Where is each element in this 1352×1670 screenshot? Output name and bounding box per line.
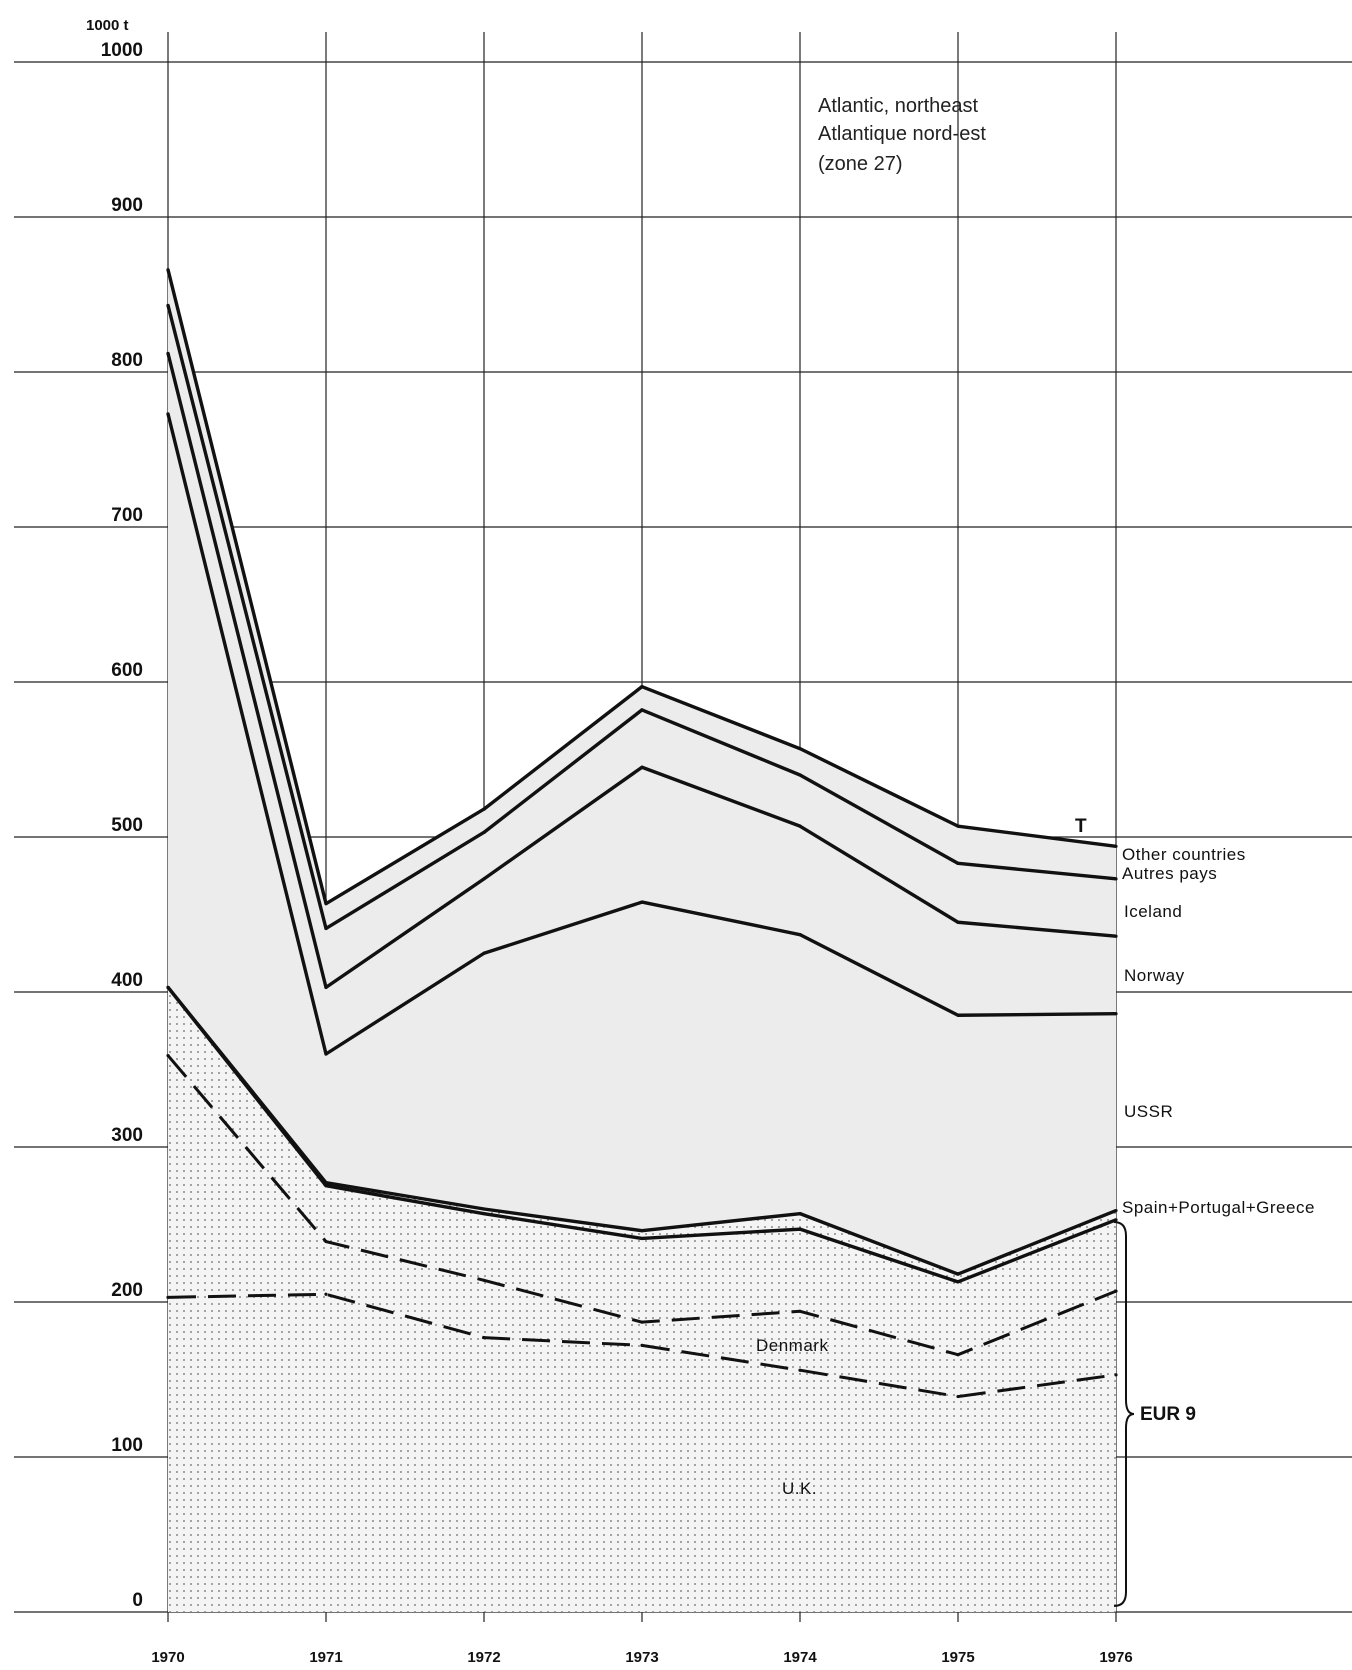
data-point (798, 824, 802, 828)
data-point (798, 933, 802, 937)
data-point (956, 1353, 960, 1357)
autres-pays-label: Autres pays (1122, 864, 1217, 883)
data-point (1114, 1373, 1118, 1377)
data-point (324, 1052, 328, 1056)
chart-title-line-2: Atlantique nord-est (818, 123, 986, 145)
data-point (482, 1212, 486, 1216)
data-point (324, 926, 328, 931)
x-tick-label: 1973 (625, 1649, 658, 1666)
data-point (166, 1295, 170, 1299)
unit-label: 1000 t (86, 17, 129, 34)
iceland-label: Iceland (1124, 902, 1182, 921)
y-tick-label: 700 (111, 505, 143, 526)
y-tick-label: 500 (111, 815, 143, 836)
chart-title-line-1: Atlantic, northeast (818, 95, 979, 117)
data-point (1114, 1012, 1118, 1016)
area-layer (168, 269, 1116, 1612)
data-point (1114, 934, 1118, 938)
y-tick-label: 800 (111, 350, 143, 371)
data-point (482, 1336, 486, 1340)
y-tick-label: 300 (111, 1125, 143, 1146)
data-point (1114, 877, 1118, 881)
data-point (798, 1227, 802, 1231)
data-point (640, 1229, 644, 1233)
data-point (166, 351, 170, 355)
data-point (482, 951, 486, 955)
x-tick-label: 1974 (783, 1649, 817, 1666)
data-point (1114, 1208, 1118, 1213)
data-point (166, 303, 170, 307)
y-tick-label: 1000 (101, 40, 143, 61)
data-point (640, 900, 644, 904)
other-countries-label: Other countries (1122, 845, 1246, 864)
x-tick-label: 1972 (467, 1649, 500, 1666)
data-point (166, 985, 170, 989)
y-tick-label: 400 (111, 970, 143, 991)
x-tick-label: 1971 (309, 1649, 342, 1666)
data-point (640, 685, 644, 689)
data-point (324, 985, 328, 989)
data-point (640, 1320, 644, 1324)
data-point (798, 1309, 802, 1313)
data-point (798, 773, 802, 777)
x-tick-label: 1970 (151, 1649, 184, 1666)
data-point (640, 1236, 644, 1241)
data-point (482, 1278, 486, 1282)
eur9-brace (1113, 1221, 1135, 1607)
data-point (482, 830, 486, 834)
data-point (956, 1272, 960, 1276)
norway-label: Norway (1124, 966, 1185, 985)
data-point (956, 824, 960, 828)
data-point (324, 1184, 328, 1188)
denmark-label: Denmark (756, 1336, 828, 1355)
chart-title-line-3: (zone 27) (818, 153, 903, 175)
data-point (324, 1239, 328, 1244)
data-point (166, 268, 170, 272)
data-point (956, 861, 960, 865)
data-point (640, 708, 644, 712)
x-tick-label: 1976 (1099, 1649, 1132, 1666)
y-tick-label: 0 (132, 1590, 143, 1611)
total-label: T (1075, 816, 1087, 837)
data-point (1114, 1289, 1118, 1293)
data-point (956, 1280, 960, 1284)
line-layer (166, 268, 1118, 1399)
data-point (640, 765, 644, 769)
y-tick-label: 900 (111, 195, 143, 216)
data-point (1114, 1218, 1118, 1222)
data-point (324, 1181, 328, 1185)
y-tick-label: 200 (111, 1280, 143, 1301)
spain-portugal-greece-label: Spain+Portugal+Greece (1122, 1198, 1315, 1217)
data-point (956, 920, 960, 924)
data-point (482, 807, 486, 811)
data-point (482, 877, 486, 881)
data-point (956, 1394, 960, 1399)
data-point (798, 1368, 802, 1372)
non-eur-area (168, 269, 1116, 1275)
eur9-area (168, 987, 1116, 1612)
y-tick-label: 100 (111, 1435, 143, 1456)
x-tick-label: 1975 (941, 1649, 974, 1666)
data-point (956, 1013, 960, 1017)
data-point (166, 1053, 170, 1058)
tick-layer: 0 100 200 300 400 500 600 700 800 900 1000 1970 1971… (101, 40, 1133, 1666)
data-point (482, 1207, 486, 1211)
uk-label: U.K. (782, 1479, 817, 1498)
ussr-label: USSR (1124, 1102, 1173, 1121)
eur9-label: EUR 9 (1140, 1404, 1196, 1425)
data-point (324, 902, 328, 906)
data-point (166, 412, 170, 416)
y-tick-label: 600 (111, 660, 143, 681)
data-point (324, 1292, 328, 1296)
data-point (1114, 844, 1118, 848)
data-point (798, 747, 802, 751)
data-point (798, 1212, 802, 1216)
data-point (640, 1343, 644, 1347)
